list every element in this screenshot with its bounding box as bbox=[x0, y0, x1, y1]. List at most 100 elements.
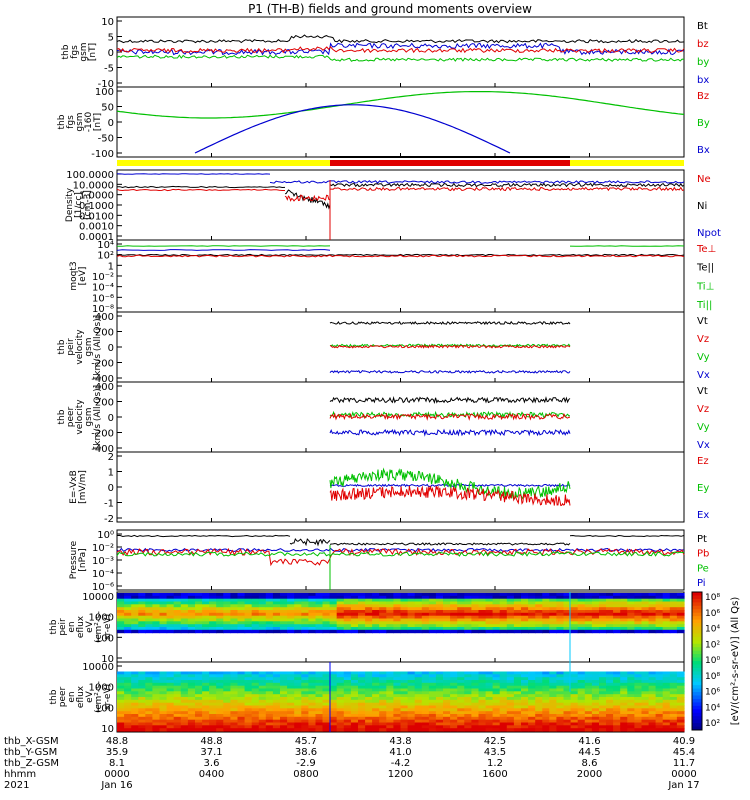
spectrogram-cell bbox=[131, 677, 139, 681]
spectrogram-cell bbox=[492, 691, 501, 695]
spectrogram-cell bbox=[131, 621, 139, 625]
spectrogram-cell bbox=[584, 691, 593, 695]
spectrogram-cell bbox=[187, 612, 196, 617]
spectrogram-cell bbox=[358, 627, 366, 631]
spectrogram-cell bbox=[634, 627, 643, 631]
spectrogram-cell bbox=[280, 716, 288, 721]
spectrogram-cell bbox=[428, 610, 437, 614]
spectrogram-cell bbox=[187, 601, 196, 605]
spectrogram-cell bbox=[549, 688, 557, 692]
spectrogram-cell bbox=[173, 610, 182, 614]
spectrogram-cell bbox=[421, 699, 430, 704]
spectrogram-cell bbox=[223, 685, 231, 690]
spectrogram-cell bbox=[223, 621, 231, 625]
spectrogram-cell bbox=[124, 705, 132, 709]
spectrogram-cell bbox=[450, 618, 458, 622]
spectrogram-cell bbox=[329, 714, 338, 718]
spectrogram-cell bbox=[230, 728, 239, 732]
spectrogram-cell bbox=[223, 691, 231, 695]
spectrogram-cell bbox=[258, 722, 267, 726]
spectrogram-cell bbox=[599, 722, 607, 726]
spectrogram-cell bbox=[662, 677, 671, 681]
spectrogram-cell bbox=[322, 618, 331, 622]
spectrogram-cell bbox=[513, 618, 522, 622]
spectrogram-cell bbox=[492, 618, 501, 622]
spectrogram-cell bbox=[556, 615, 565, 620]
spectrogram-cell bbox=[209, 685, 217, 690]
spectrogram-cell bbox=[117, 697, 125, 701]
spectrogram-cell bbox=[251, 716, 260, 721]
date-label: Jan 16 bbox=[100, 780, 132, 791]
spectrogram-cell bbox=[485, 685, 494, 690]
spectrogram-cell bbox=[223, 629, 231, 634]
spectrogram-cell bbox=[506, 610, 515, 614]
spectrogram-cell bbox=[613, 705, 621, 709]
spectrogram-cell bbox=[131, 604, 139, 608]
spectrogram-cell bbox=[570, 677, 579, 681]
spectrogram-cell bbox=[464, 674, 472, 678]
spectrogram-cell bbox=[521, 685, 529, 690]
spectrogram-cell bbox=[407, 618, 416, 622]
spectrogram-cell bbox=[641, 598, 650, 603]
spectrogram-cell bbox=[471, 705, 480, 709]
spectrogram-cell bbox=[230, 593, 239, 597]
spectrogram-cell bbox=[350, 593, 359, 597]
y-tick-label: 1000 bbox=[89, 683, 114, 694]
spectrogram-cell bbox=[365, 598, 373, 603]
spectrogram-cell bbox=[655, 688, 664, 692]
spectrogram-cell bbox=[676, 716, 685, 721]
spectrogram-cell bbox=[634, 671, 643, 675]
spectrogram-cell bbox=[634, 691, 643, 695]
spectrogram-cell bbox=[230, 714, 239, 718]
spectrogram-cell bbox=[343, 621, 352, 625]
spectrogram-cell bbox=[131, 629, 139, 634]
spectrogram-cell bbox=[358, 685, 366, 690]
spectrogram-cell bbox=[471, 598, 480, 603]
spectrogram-cell bbox=[521, 629, 529, 634]
spectrogram-cell bbox=[315, 697, 324, 701]
spectrogram-cell bbox=[591, 601, 600, 605]
spectrogram-cell bbox=[400, 716, 409, 721]
spectrogram-cell bbox=[202, 612, 210, 617]
spectrogram-cell bbox=[435, 680, 444, 684]
series-pi bbox=[116, 547, 685, 553]
spectrogram-cell bbox=[556, 716, 565, 721]
spectrogram-cell bbox=[513, 719, 522, 724]
spectrogram-cell bbox=[414, 702, 423, 707]
spectrogram-cell bbox=[676, 711, 685, 715]
series-vz bbox=[329, 412, 570, 421]
spectrogram-cell bbox=[591, 627, 600, 631]
spectrogram-cell bbox=[379, 685, 387, 690]
y-axis-label: fgs bbox=[70, 45, 80, 59]
spectrogram-cell bbox=[315, 674, 324, 678]
spectrogram-cell bbox=[195, 598, 203, 603]
spectrogram-cell bbox=[265, 612, 274, 617]
spectrogram-cell bbox=[513, 697, 522, 701]
spectrogram-cell bbox=[258, 716, 267, 721]
spectrogram-cell bbox=[450, 725, 458, 729]
spectrogram-cell bbox=[457, 725, 465, 729]
spectrogram-cell bbox=[407, 714, 416, 718]
spectrogram-cell bbox=[528, 708, 536, 712]
spectrogram-cell bbox=[280, 680, 288, 684]
spectrogram-cell bbox=[379, 699, 387, 704]
spectrogram-cell bbox=[216, 702, 224, 707]
spectrogram-cell bbox=[365, 682, 373, 687]
spectrogram-cell bbox=[634, 680, 643, 684]
spectrogram-cell bbox=[478, 702, 487, 707]
spectrogram-cell bbox=[627, 674, 635, 678]
spectrogram-cell bbox=[159, 598, 168, 603]
spectrogram-cell bbox=[287, 691, 295, 695]
spectrogram-cell bbox=[223, 680, 231, 684]
spectrogram-cell bbox=[443, 615, 451, 620]
spectrogram-cell bbox=[648, 674, 657, 678]
ephemeris-row-label: thb_Z-GSM bbox=[4, 758, 59, 769]
spectrogram-cell bbox=[620, 607, 628, 611]
spectrogram-cell bbox=[577, 725, 586, 729]
spectrogram-cell bbox=[662, 671, 671, 675]
spectrogram-cell bbox=[195, 627, 203, 631]
spectrogram-cell bbox=[407, 674, 416, 678]
spectrogram-cell bbox=[294, 671, 302, 675]
series-ni bbox=[117, 185, 286, 189]
spectrogram-cell bbox=[443, 708, 451, 712]
